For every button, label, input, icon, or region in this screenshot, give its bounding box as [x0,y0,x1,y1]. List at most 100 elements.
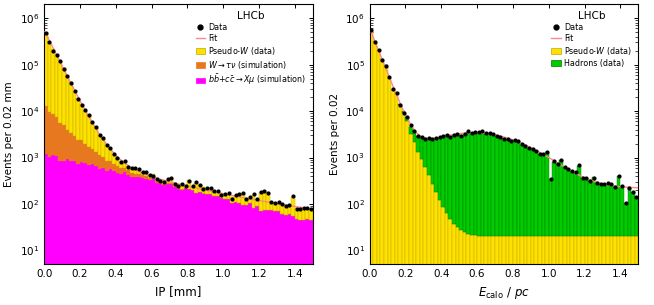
Bar [409,134,413,305]
Bar [80,162,84,305]
Bar [302,221,305,305]
Bar [524,145,527,236]
Bar [602,184,606,236]
Bar [44,154,48,305]
Bar [177,185,180,188]
Bar [463,232,466,305]
Bar [230,203,234,305]
Bar [595,236,599,305]
Bar [191,190,194,305]
Bar [84,111,87,144]
Bar [520,236,524,305]
Bar [112,164,116,171]
Bar [48,112,51,157]
Bar [534,151,538,236]
Bar [473,133,477,235]
Bar [291,197,295,217]
Bar [420,137,423,160]
Bar [133,174,137,177]
Bar [255,199,259,206]
Bar [277,211,281,305]
Bar [517,236,520,305]
Bar [145,176,148,179]
Y-axis label: Events per 0.02 mm: Events per 0.02 mm [4,81,14,187]
Bar [245,205,249,305]
Bar [87,115,91,147]
Bar [262,210,266,305]
Bar [155,179,159,181]
Bar [141,173,145,175]
Bar [112,154,116,164]
Bar [610,184,613,236]
X-axis label: $E_\mathrm{calo}$ / $pc$: $E_\mathrm{calo}$ / $pc$ [478,285,530,301]
Bar [133,168,137,174]
Bar [606,184,610,236]
Bar [531,236,534,305]
Bar [538,154,542,236]
Bar [405,120,409,305]
Bar [58,62,62,123]
Bar [538,236,542,305]
Bar [495,236,498,305]
Bar [506,236,509,305]
Bar [177,189,180,305]
Bar [141,175,145,178]
Bar [566,169,570,236]
Bar [445,214,449,305]
Bar [126,175,130,305]
Bar [249,198,252,203]
Bar [470,133,473,235]
Y-axis label: Events per 0.02: Events per 0.02 [330,93,340,175]
Bar [94,152,98,166]
Bar [491,135,495,236]
Bar [527,148,531,236]
Bar [438,138,441,200]
Bar [44,106,48,154]
Bar [563,236,566,305]
Bar [488,236,491,305]
Bar [509,236,513,305]
Bar [101,157,105,168]
Bar [602,236,606,305]
Bar [517,141,520,236]
Bar [252,195,255,208]
Bar [634,236,638,305]
Bar [84,144,87,163]
Bar [577,166,581,236]
Bar [402,113,405,305]
Bar [216,192,220,196]
Bar [409,127,413,134]
Bar [223,199,227,305]
Bar [133,177,137,305]
Bar [599,184,602,236]
Bar [542,236,545,305]
Bar [130,177,133,305]
Bar [553,162,556,236]
Bar [473,235,477,305]
Bar [456,228,459,305]
Bar [624,203,628,236]
Bar [116,173,119,305]
Bar [381,59,384,305]
Bar [463,134,466,232]
Bar [145,179,148,305]
Bar [534,236,538,305]
Bar [305,208,309,219]
Bar [549,179,553,236]
Bar [91,123,94,149]
Bar [524,236,527,305]
Bar [295,219,298,305]
Bar [213,192,216,196]
Bar [187,189,191,305]
Bar [628,187,631,236]
Bar [252,208,255,305]
Bar [184,185,187,188]
Bar [245,199,249,205]
Bar [137,177,141,305]
Bar [198,185,201,192]
Bar [73,136,77,161]
Bar [585,178,588,236]
Bar [269,202,273,210]
Bar [65,76,69,130]
Bar [48,42,51,112]
